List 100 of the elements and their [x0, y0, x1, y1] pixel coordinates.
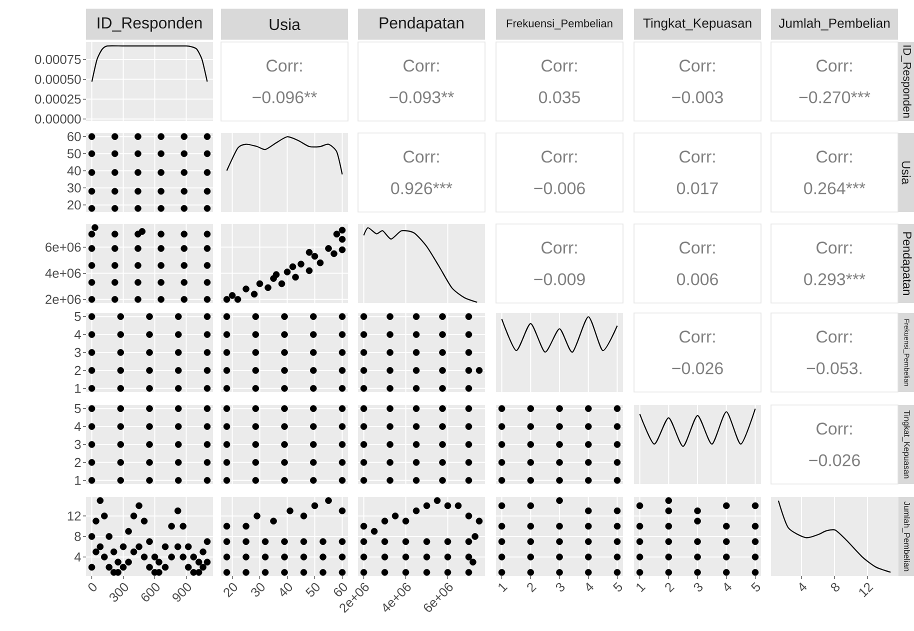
point: [722, 522, 730, 530]
point: [320, 554, 326, 560]
point: [665, 554, 672, 560]
point: [306, 267, 313, 274]
text: Frekuensi_Pembelian: [506, 19, 612, 30]
text: Corr:: [542, 150, 577, 163]
point: [316, 259, 324, 266]
point: [117, 441, 124, 448]
point: [117, 384, 124, 392]
point: [264, 284, 272, 292]
point: [88, 279, 96, 286]
point: [146, 476, 153, 484]
point: [614, 476, 621, 484]
point: [146, 313, 153, 320]
text: Pendapatan: [380, 16, 464, 32]
point: [100, 512, 108, 520]
x-tick-label: 2: [527, 582, 537, 592]
point: [88, 296, 96, 303]
point: [614, 568, 621, 576]
point: [281, 538, 288, 546]
chart-title: ID_Responden: [98, 16, 202, 32]
point: [498, 502, 506, 510]
point: [556, 476, 563, 484]
point: [722, 568, 730, 576]
point: [174, 476, 182, 484]
point: [180, 150, 188, 158]
y-tick-label: 0.00025: [34, 94, 81, 104]
point: [88, 133, 96, 140]
text: −0.096**: [252, 91, 317, 104]
point: [722, 554, 730, 560]
point: [636, 554, 644, 560]
point: [92, 518, 100, 524]
point: [360, 405, 368, 412]
point: [195, 568, 202, 576]
point: [439, 459, 446, 466]
point: [111, 230, 118, 238]
point: [174, 313, 182, 320]
point: [360, 538, 368, 546]
x-tick-label: 3: [694, 582, 703, 592]
point: [146, 384, 153, 392]
point: [174, 441, 182, 448]
point: [465, 568, 472, 576]
point: [88, 459, 96, 466]
point: [311, 252, 318, 260]
point: [174, 543, 182, 550]
point: [584, 554, 592, 560]
point: [439, 384, 446, 392]
x-tick-label: 1: [498, 583, 508, 592]
point: [584, 423, 592, 430]
y-tick-label: 30: [67, 183, 81, 192]
point: [252, 476, 260, 484]
point: [151, 554, 158, 560]
x-tick-label: 12: [859, 582, 874, 598]
point: [223, 296, 230, 303]
point: [527, 568, 534, 576]
point: [360, 441, 368, 448]
text: Corr:: [680, 60, 715, 72]
point: [412, 441, 420, 448]
point: [439, 367, 446, 374]
point: [111, 204, 118, 212]
point: [527, 538, 534, 546]
point: [223, 459, 230, 466]
point: [281, 554, 288, 560]
point: [262, 538, 269, 546]
point: [158, 230, 164, 238]
point: [117, 349, 124, 356]
point: [381, 554, 388, 560]
text: Corr:: [542, 60, 577, 72]
point: [614, 522, 621, 530]
point: [88, 564, 96, 571]
point: [110, 548, 118, 556]
point: [134, 169, 142, 176]
y-tick-label: 2e+06: [46, 294, 81, 304]
point: [281, 441, 288, 448]
point: [498, 568, 506, 576]
point: [96, 543, 104, 550]
text: Corr:: [680, 330, 715, 343]
point: [223, 384, 230, 392]
point: [556, 522, 563, 530]
x-tick-label: 0: [88, 583, 97, 592]
point: [223, 476, 230, 484]
point: [88, 169, 96, 176]
point: [134, 279, 142, 286]
point: [242, 538, 250, 546]
text: Tingkat_Kepuasan: [643, 18, 752, 30]
point: [114, 558, 122, 566]
point: [200, 548, 206, 556]
y-tick-label: 0.00075: [34, 54, 81, 64]
point: [88, 405, 96, 412]
point: [476, 518, 483, 524]
point: [223, 423, 230, 430]
point: [223, 522, 230, 530]
point: [106, 533, 112, 540]
point: [92, 548, 100, 556]
point: [556, 405, 563, 412]
point: [386, 367, 394, 374]
point: [174, 367, 182, 374]
y-tick-label: 60: [68, 132, 81, 142]
text: −0.026: [672, 362, 723, 374]
point: [146, 367, 153, 374]
